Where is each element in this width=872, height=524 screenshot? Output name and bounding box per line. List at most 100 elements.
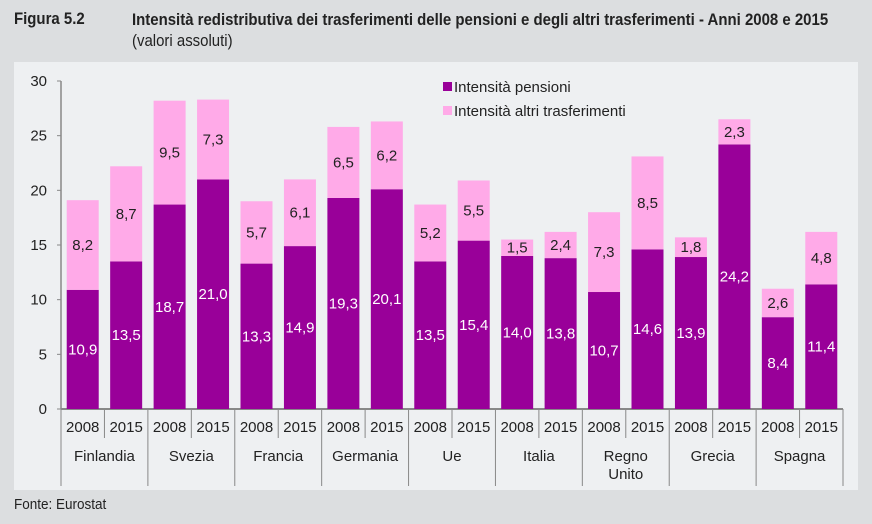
y-tick-label: 0 [39, 401, 47, 418]
group-label: Spagna [774, 448, 826, 465]
year-label: 2008 [240, 419, 273, 436]
legend-swatch [443, 106, 452, 115]
bar-altri-trasferimenti [240, 201, 273, 264]
legend-label: Intensità pensioni [454, 79, 571, 96]
group-label: Svezia [169, 448, 215, 465]
year-label: 2008 [587, 419, 620, 436]
bar-pensioni [66, 289, 99, 409]
chart-title: Intensità redistributiva dei trasferimen… [132, 9, 862, 51]
bar-pensioni [805, 284, 838, 409]
data-label-pensioni: 21,0 [198, 286, 227, 303]
year-label: 2008 [66, 419, 99, 436]
group-label: Italia [523, 448, 555, 465]
group-label: Ue [442, 448, 461, 465]
data-label-altri: 2,3 [724, 124, 745, 141]
data-label-pensioni: 13,5 [112, 327, 141, 344]
data-label-altri: 2,4 [550, 237, 571, 254]
year-label: 2008 [327, 419, 360, 436]
data-label-pensioni: 18,7 [155, 299, 184, 316]
group-label: Germania [332, 448, 399, 465]
data-label-altri: 5,2 [420, 225, 441, 242]
year-label: 2015 [370, 419, 403, 436]
data-label-altri: 8,7 [116, 206, 137, 223]
data-label-pensioni: 10,9 [68, 341, 97, 358]
legend-label: Intensità altri trasferimenti [454, 103, 626, 120]
year-label: 2015 [718, 419, 751, 436]
data-label-pensioni: 8,4 [767, 355, 788, 372]
bar-pensioni [414, 261, 447, 409]
data-label-altri: 6,5 [333, 154, 354, 171]
y-tick-label: 10 [30, 292, 47, 309]
bar-pensioni [457, 240, 490, 409]
year-label: 2008 [674, 419, 707, 436]
data-label-pensioni: 15,4 [459, 317, 488, 334]
data-label-altri: 1,5 [507, 240, 528, 257]
bar-altri-trasferimenti [718, 119, 751, 145]
data-label-altri: 2,6 [767, 295, 788, 312]
data-label-pensioni: 20,1 [372, 291, 401, 308]
bar-altri-trasferimenti [414, 204, 447, 262]
bar-pensioni [197, 179, 230, 409]
bar-pensioni [327, 197, 360, 409]
bar-pensioni [153, 204, 186, 409]
bar-altri-trasferimenti [501, 239, 534, 256]
legend-swatch [443, 82, 452, 91]
data-label-pensioni: 11,4 [807, 339, 835, 356]
data-label-pensioni: 24,2 [720, 269, 749, 286]
bar-pensioni [110, 261, 143, 409]
year-label: 2015 [805, 419, 838, 436]
group-label: Unito [608, 466, 643, 483]
year-label: 2008 [153, 419, 186, 436]
bar-altri-trasferimenti [110, 166, 143, 262]
data-label-pensioni: 13,3 [242, 328, 271, 345]
title-suffix: (valori assoluti) [132, 31, 233, 50]
data-label-pensioni: 13,5 [416, 327, 445, 344]
y-tick-label: 15 [30, 237, 47, 254]
y-tick-label: 5 [39, 346, 47, 363]
y-tick-label: 20 [30, 182, 47, 199]
data-label-pensioni: 14,6 [633, 321, 662, 338]
data-label-altri: 8,2 [72, 237, 93, 254]
bar-pensioni [501, 255, 534, 409]
data-label-altri: 6,2 [376, 147, 397, 164]
y-tick-label: 25 [30, 128, 47, 145]
data-label-altri: 6,1 [290, 205, 311, 222]
data-label-pensioni: 14,9 [285, 320, 314, 337]
data-label-altri: 7,3 [594, 244, 615, 261]
bar-altri-trasferimenti [197, 99, 230, 180]
year-label: 2008 [761, 419, 794, 436]
bar-altri-trasferimenti [153, 100, 186, 205]
group-label: Grecia [691, 448, 736, 465]
bar-altri-trasferimenti [283, 179, 316, 247]
y-tick-label: 30 [30, 73, 47, 90]
bar-altri-trasferimenti [761, 288, 794, 318]
year-label: 2015 [631, 419, 664, 436]
bar-altri-trasferimenti [370, 121, 403, 190]
data-label-altri: 7,3 [203, 131, 224, 148]
data-label-pensioni: 19,3 [329, 295, 358, 312]
bar-pensioni [544, 258, 577, 409]
data-label-altri: 4,8 [811, 250, 832, 267]
year-label: 2015 [283, 419, 316, 436]
year-label: 2015 [109, 419, 142, 436]
data-label-pensioni: 13,9 [676, 325, 705, 342]
data-label-pensioni: 10,7 [589, 343, 618, 360]
bar-altri-trasferimenti [588, 212, 621, 293]
data-label-altri: 5,5 [463, 203, 484, 220]
bar-altri-trasferimenti [66, 200, 99, 290]
year-label: 2015 [544, 419, 577, 436]
group-label: Francia [253, 448, 304, 465]
year-label: 2008 [500, 419, 533, 436]
bar-pensioni [761, 317, 794, 409]
data-label-altri: 1,8 [681, 239, 702, 256]
data-label-altri: 8,5 [637, 195, 658, 212]
bar-pensioni [718, 144, 751, 409]
data-label-altri: 9,5 [159, 145, 180, 162]
bar-altri-trasferimenti [805, 231, 838, 285]
data-label-pensioni: 14,0 [503, 324, 532, 341]
title-text: Intensità redistributiva dei trasferimen… [132, 10, 829, 29]
bar-altri-trasferimenti [457, 180, 490, 241]
bar-pensioni [674, 257, 707, 409]
bar-pensioni [283, 246, 316, 409]
